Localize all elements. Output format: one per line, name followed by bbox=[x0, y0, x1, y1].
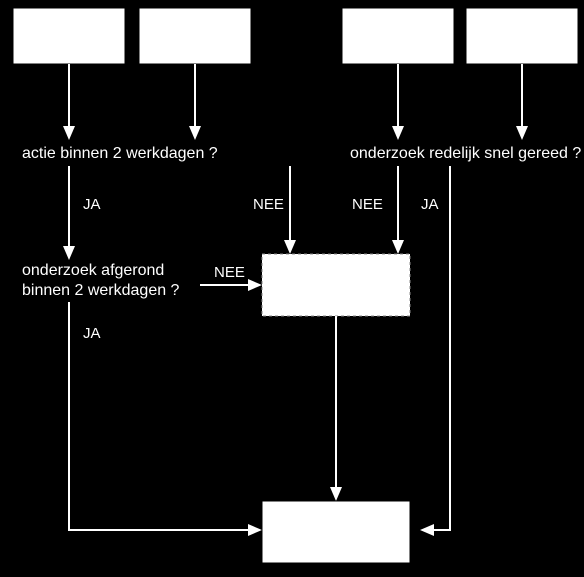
flow-box-mid bbox=[262, 254, 410, 316]
edge-q2-ja: JA bbox=[420, 166, 450, 536]
edge-q1-nee: NEE bbox=[253, 166, 296, 254]
edge-q1-ja: JA bbox=[63, 166, 101, 260]
decision-q1: actie binnen 2 werkdagen ? bbox=[22, 145, 218, 162]
edge-t2-q1 bbox=[189, 64, 201, 140]
edge-label-nee: NEE bbox=[352, 196, 383, 213]
edge-label-ja: JA bbox=[83, 325, 101, 342]
decision-q2: onderzoek redelijk snel gereed ? bbox=[350, 145, 581, 162]
edge-mid-bottom bbox=[330, 316, 342, 501]
flow-box-top-3 bbox=[342, 8, 454, 64]
edge-q3-ja: JA bbox=[69, 302, 262, 536]
flow-box-top-2 bbox=[139, 8, 251, 64]
flow-box-top-4 bbox=[466, 8, 578, 64]
flow-box-top-1 bbox=[13, 8, 125, 64]
flow-box-bottom bbox=[262, 501, 410, 563]
edge-q2-nee: NEE bbox=[352, 166, 404, 254]
edge-q3-nee: NEE bbox=[200, 264, 262, 291]
edge-t1-q1 bbox=[63, 64, 75, 140]
flowchart-canvas: actie binnen 2 werkdagen ? onderzoek red… bbox=[0, 0, 584, 577]
decision-q3-line1: onderzoek afgerond bbox=[22, 262, 164, 279]
edge-label-nee: NEE bbox=[214, 264, 245, 281]
edge-label-nee: NEE bbox=[253, 196, 284, 213]
edge-label-ja: JA bbox=[421, 196, 439, 213]
edge-label-ja: JA bbox=[83, 196, 101, 213]
decision-q3-line2: binnen 2 werkdagen ? bbox=[22, 282, 180, 299]
edge-t3-q2 bbox=[392, 64, 404, 140]
edge-t4-q2 bbox=[516, 64, 528, 140]
